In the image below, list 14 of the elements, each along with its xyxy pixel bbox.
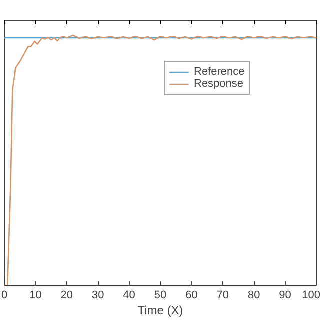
x-tick-label: 10 <box>30 290 42 302</box>
legend-label: Reference <box>194 66 245 78</box>
x-tick-label: 20 <box>60 290 74 302</box>
x-tick-label: 90 <box>279 290 292 302</box>
x-tick-label: 100 <box>302 290 320 302</box>
x-tick-label: 30 <box>92 290 104 302</box>
legend-label: Response <box>194 78 244 90</box>
x-tick-label: 60 <box>186 290 198 302</box>
x-axis-title: Time (X) <box>138 304 184 318</box>
x-tick-label: 50 <box>154 290 167 302</box>
x-tick-label: 40 <box>123 290 136 302</box>
x-tick-label: 0 <box>1 290 8 302</box>
x-tick-label: 70 <box>216 290 230 302</box>
x-tick-label: 80 <box>248 290 260 302</box>
